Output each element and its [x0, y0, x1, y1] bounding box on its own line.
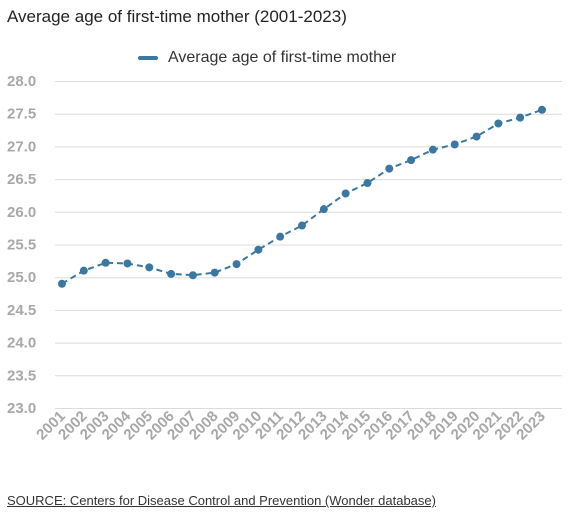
- data-point: [407, 156, 416, 165]
- data-point: [101, 258, 110, 267]
- data-point: [188, 271, 197, 280]
- legend-swatch: [138, 56, 158, 60]
- data-point: [516, 113, 525, 122]
- data-point: [167, 269, 176, 278]
- y-tick-label: 24.0: [7, 335, 36, 352]
- data-point: [276, 232, 285, 241]
- y-tick-label: 27.0: [7, 138, 36, 155]
- data-point: [385, 164, 394, 173]
- data-point: [363, 179, 372, 188]
- legend-label: Average age of first-time mother: [168, 49, 397, 66]
- data-point: [494, 119, 503, 128]
- y-tick-label: 23.5: [7, 367, 36, 384]
- data-point: [145, 263, 154, 272]
- legend: Average age of first-time mother: [138, 49, 396, 67]
- data-point: [319, 205, 328, 214]
- y-tick-label: 26.0: [7, 204, 36, 221]
- data-point: [538, 105, 546, 114]
- data-point: [210, 268, 219, 277]
- y-tick-label: 24.5: [7, 302, 36, 319]
- y-tick-label: 25.5: [7, 237, 36, 254]
- y-tick-label: 27.5: [7, 106, 36, 123]
- data-point: [341, 189, 350, 198]
- series-line: [61, 108, 543, 285]
- data-point: [58, 279, 66, 288]
- y-tick-label: 26.5: [7, 171, 36, 188]
- source-note: SOURCE: Centers for Disease Control and …: [7, 493, 436, 508]
- data-point: [254, 245, 263, 254]
- data-point: [298, 221, 306, 230]
- y-tick-label: 25.0: [7, 269, 36, 286]
- chart-title: Average age of first-time mother (2001-2…: [7, 7, 347, 26]
- data-point: [232, 260, 241, 269]
- data-point: [79, 266, 88, 275]
- data-point: [450, 140, 459, 149]
- y-tick-label: 28.0: [7, 73, 36, 90]
- data-point: [428, 145, 437, 154]
- y-tick-label: 23.0: [7, 400, 36, 417]
- data-point: [472, 132, 481, 141]
- data-point: [123, 259, 132, 268]
